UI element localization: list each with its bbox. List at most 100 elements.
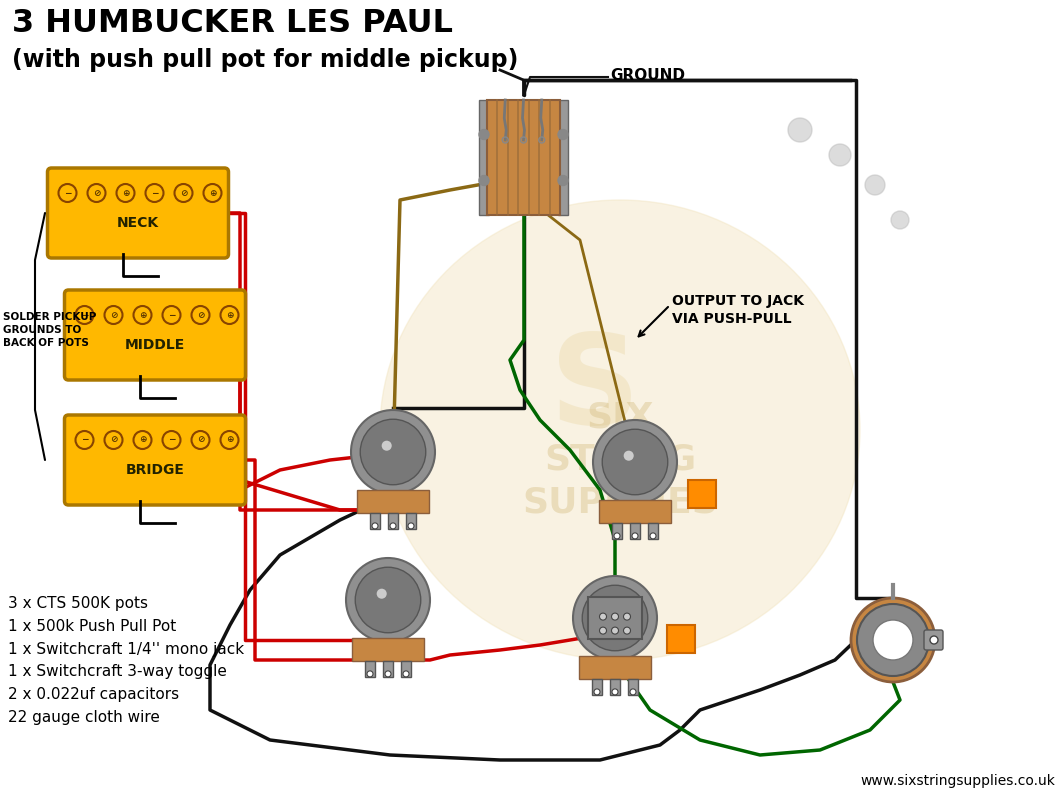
Bar [479,100,489,215]
Circle shape [372,523,378,529]
Text: ⊕: ⊕ [226,310,233,319]
Circle shape [76,306,94,324]
Circle shape [104,431,122,449]
Bar [648,523,658,539]
Bar [383,661,393,677]
Circle shape [133,431,151,449]
Circle shape [630,689,636,695]
Circle shape [87,184,105,202]
Circle shape [624,627,631,634]
Circle shape [865,175,885,195]
Circle shape [163,306,181,324]
Text: −: − [81,435,88,445]
Circle shape [133,306,151,324]
Text: BRIDGE: BRIDGE [126,463,184,477]
Circle shape [558,130,568,139]
Bar [388,513,398,529]
Text: 3 HUMBUCKER LES PAUL: 3 HUMBUCKER LES PAUL [12,8,453,39]
Bar [558,100,568,215]
Circle shape [624,613,631,620]
Circle shape [403,671,409,677]
Text: −: − [64,189,71,198]
Text: www.sixstringsupplies.co.uk: www.sixstringsupplies.co.uk [860,774,1055,788]
Circle shape [788,118,812,142]
Bar [352,638,423,661]
Text: GROUND: GROUND [610,67,685,82]
Circle shape [624,450,634,461]
Circle shape [355,567,420,633]
Bar [630,523,641,539]
Bar [667,625,695,653]
Circle shape [382,441,392,450]
Circle shape [650,533,656,539]
Circle shape [163,431,181,449]
Bar [587,597,643,639]
Circle shape [346,558,430,642]
Bar [406,513,416,529]
Circle shape [558,175,568,186]
Text: OUTPUT TO JACK
VIA PUSH-PULL: OUTPUT TO JACK VIA PUSH-PULL [672,294,804,326]
Bar [370,513,380,529]
Circle shape [594,689,600,695]
Text: ⊘: ⊘ [197,435,204,445]
FancyBboxPatch shape [924,630,943,650]
Circle shape [599,627,606,634]
Text: S: S [550,330,641,450]
Circle shape [385,671,390,677]
Text: ⊘: ⊘ [197,310,204,319]
Text: MIDDLE: MIDDLE [124,338,185,352]
Circle shape [599,613,606,620]
Circle shape [361,419,426,485]
Text: ⊕: ⊕ [138,310,146,319]
Circle shape [602,430,668,494]
Text: −: − [168,310,176,319]
Ellipse shape [380,200,860,660]
Text: −: − [151,189,159,198]
Circle shape [582,586,648,650]
Bar [610,679,620,695]
Bar [579,656,651,679]
Bar [487,100,560,215]
Circle shape [479,175,489,186]
Text: ⊘: ⊘ [180,189,187,198]
Text: −: − [168,435,176,445]
Circle shape [390,523,396,529]
Text: ⊘: ⊘ [110,310,117,319]
Bar [688,480,716,508]
Circle shape [116,184,134,202]
Circle shape [192,306,210,324]
Text: ⊘: ⊘ [110,435,117,445]
Bar [592,679,602,695]
Bar [365,661,375,677]
Circle shape [367,671,373,677]
Circle shape [377,589,386,598]
Circle shape [479,130,489,139]
Text: (with push pull pot for middle pickup): (with push pull pot for middle pickup) [12,48,518,72]
Text: ⊘: ⊘ [93,189,100,198]
Circle shape [603,606,614,617]
Circle shape [192,431,210,449]
Circle shape [146,184,164,202]
Circle shape [351,410,435,494]
Circle shape [104,306,122,324]
Circle shape [76,431,94,449]
FancyBboxPatch shape [65,290,246,380]
Text: ⊕: ⊕ [209,189,216,198]
Text: SIX
STRING
SUPPLIES: SIX STRING SUPPLIES [522,401,718,519]
Bar [612,523,622,539]
Circle shape [59,184,77,202]
Circle shape [408,523,414,529]
Circle shape [612,613,618,620]
Text: NECK: NECK [117,216,159,230]
Circle shape [220,306,238,324]
Circle shape [857,604,929,676]
Text: −: − [81,310,88,319]
Text: ⊕: ⊕ [226,435,233,445]
Circle shape [891,211,909,229]
Circle shape [614,533,620,539]
Circle shape [930,636,938,644]
Bar [599,500,670,523]
Circle shape [612,627,618,634]
Circle shape [573,576,656,660]
Circle shape [220,431,238,449]
